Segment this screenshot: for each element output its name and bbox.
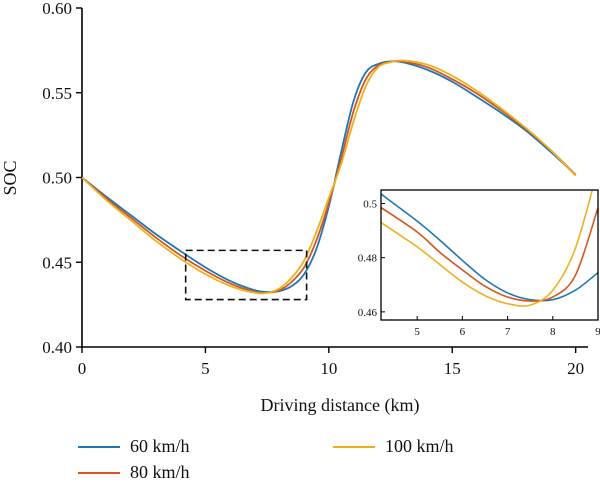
y-tick-label: 0.55	[42, 84, 72, 103]
y-tick-label: 0.50	[42, 169, 72, 188]
inset-y-tick-label: 0.5	[363, 199, 377, 211]
legend-swatch-60	[78, 445, 120, 448]
legend-label-100: 100 km/h	[385, 436, 454, 456]
legend-label-60: 60 km/h	[130, 436, 190, 456]
x-tick-label: 10	[320, 359, 337, 378]
main-plot-area: 0.400.450.500.550.600 5 10 15 20	[42, 0, 588, 378]
series-line-60kmh	[81, 60, 577, 293]
inset-frame	[380, 189, 599, 321]
inset-series-line-60kmh	[381, 193, 598, 302]
legend-swatch-100	[333, 445, 375, 448]
x-tick-label: 20	[567, 359, 584, 378]
soc-line-chart: 0.40 0.45 0.50 0.55 0.60 0 5 10 15 20 5 6 7 8 9 0.46 0.…	[0, 0, 600, 416]
inset-x-tick-label: 5	[414, 326, 420, 338]
x-axis-title: Driving distance (km)	[261, 395, 420, 416]
legend-swatch-80	[78, 471, 120, 474]
legend-item-60: 60 km/h	[78, 436, 190, 457]
x-tick-label: 5	[201, 359, 210, 378]
inset-x-tick-label: 8	[550, 326, 556, 338]
inset-x-tick-label: 9	[595, 326, 600, 338]
legend: 60 km/h 80 km/h 100 km/h	[78, 432, 578, 484]
series-line-80kmh	[81, 60, 577, 294]
legend-item-100: 100 km/h	[333, 436, 454, 457]
inset-background	[381, 190, 598, 320]
inset-x-tick-label: 6	[460, 326, 466, 338]
zoom-region-box	[184, 249, 308, 301]
inset-x-tick-label: 7	[505, 326, 511, 338]
inset-series-group	[381, 190, 598, 307]
y-axis-title: SOC	[0, 160, 20, 195]
x-tick-label: 15	[444, 359, 461, 378]
inset-series-line-100kmh	[381, 190, 594, 307]
x-tick-label: 0	[78, 359, 87, 378]
series-line-100kmh	[81, 59, 577, 295]
y-tick-label: 0.60	[42, 0, 72, 18]
legend-label-80: 80 km/h	[130, 462, 190, 482]
inset-y-tick-label: 0.48	[358, 253, 378, 265]
inset-y-tick-label: 0.46	[358, 307, 378, 319]
y-tick-label: 0.40	[42, 338, 72, 357]
inset-series-line-80kmh	[381, 206, 598, 302]
inset-plot-area: 5 6 7 8 9 0.46 0.48 0.5	[358, 189, 600, 338]
y-tick-label: 0.45	[42, 253, 72, 272]
legend-item-80: 80 km/h	[78, 462, 190, 483]
